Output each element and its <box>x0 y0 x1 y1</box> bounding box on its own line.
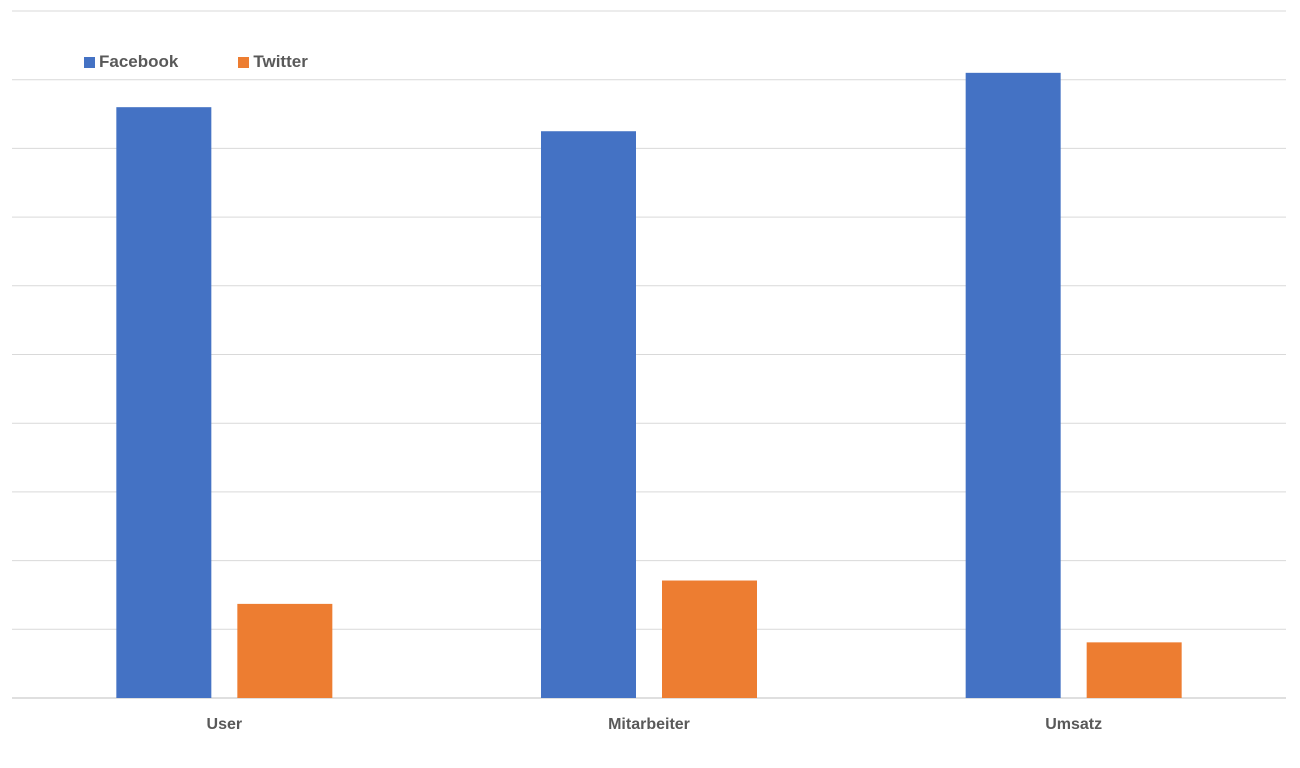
bar-twitter-user <box>237 603 333 698</box>
legend-label-twitter: Twitter <box>253 52 308 71</box>
legend-swatch-facebook <box>84 56 95 68</box>
gridlines <box>12 10 1286 699</box>
bar-twitter-mitarbeiter <box>662 580 757 698</box>
legend-swatch-twitter <box>238 56 250 68</box>
x-axis: User Mitarbeiter Umsatz <box>207 716 1103 733</box>
bar-facebook-user <box>116 107 212 699</box>
legend-item-twitter: Twitter <box>238 52 308 72</box>
legend: Facebook Twitter <box>84 52 368 72</box>
bar-facebook-mitarbeiter <box>541 131 636 699</box>
x-tick-label-mitarbeiter: Mitarbeiter <box>608 716 690 733</box>
legend-item-facebook: Facebook <box>84 52 178 72</box>
bars <box>116 72 1182 699</box>
x-tick-label-umsatz: Umsatz <box>1045 716 1102 733</box>
bar-facebook-umsatz <box>965 72 1061 698</box>
bar-twitter-umsatz <box>1086 642 1182 698</box>
x-tick-label-user: User <box>207 716 243 733</box>
legend-label-facebook: Facebook <box>99 52 179 71</box>
